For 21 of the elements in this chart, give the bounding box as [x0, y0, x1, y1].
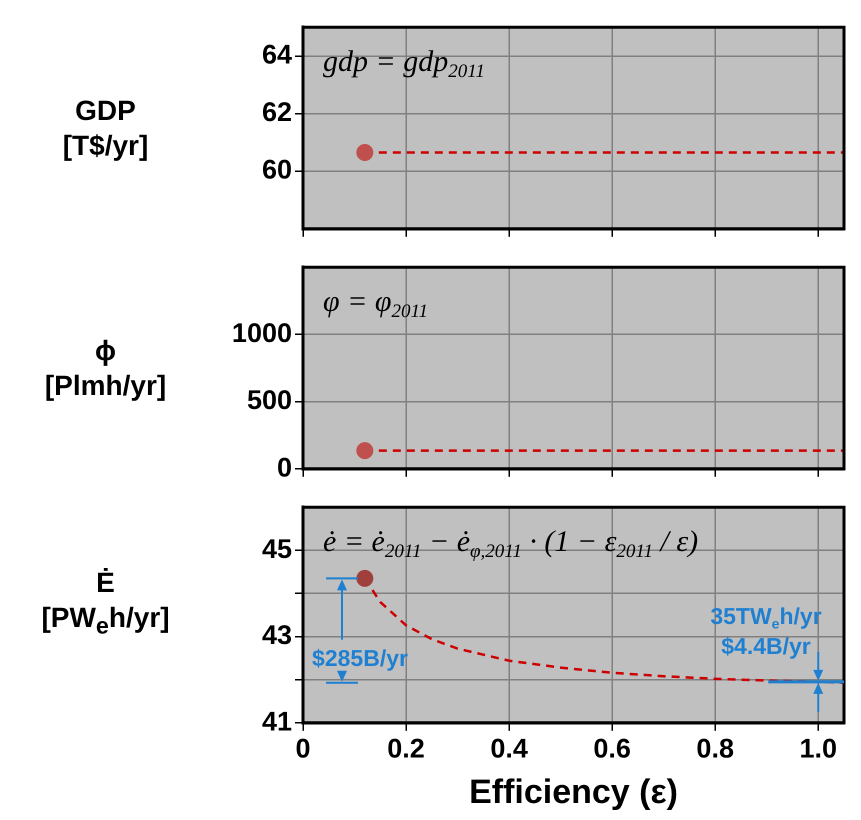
- y-tick-label: 45: [262, 534, 292, 564]
- y-tick-label: 41: [262, 706, 292, 736]
- x-tick-label: 1.0: [799, 733, 838, 764]
- y-axis-title: Ė [PW$_{e}$h/yr]: [41, 566, 170, 641]
- y-tick-label: 500: [246, 385, 292, 416]
- annotation: $285B/yr: [312, 645, 408, 672]
- y-tick-label: 1000: [232, 318, 292, 348]
- x-tick-label: 0.6: [593, 733, 631, 764]
- y-axis-title: ϕ [Plmh/yr]: [44, 334, 166, 403]
- x-tick-label: 0: [295, 733, 311, 764]
- x-tick-label: 0.4: [490, 733, 528, 764]
- y-axis-title: GDP [T$/yr]: [62, 94, 148, 163]
- y-tick-label: 64: [262, 39, 292, 70]
- annotation: $4.4B/yr: [721, 633, 811, 660]
- y-tick-label: 62: [262, 97, 292, 128]
- x-axis-title: Efficiency (ε): [469, 772, 678, 811]
- x-tick-label: 0.2: [387, 733, 425, 764]
- y-tick-label: 60: [262, 154, 292, 185]
- x-tick-label: 0.8: [696, 733, 734, 764]
- y-tick-label: 43: [262, 620, 292, 650]
- y-tick-label: 0: [276, 452, 292, 482]
